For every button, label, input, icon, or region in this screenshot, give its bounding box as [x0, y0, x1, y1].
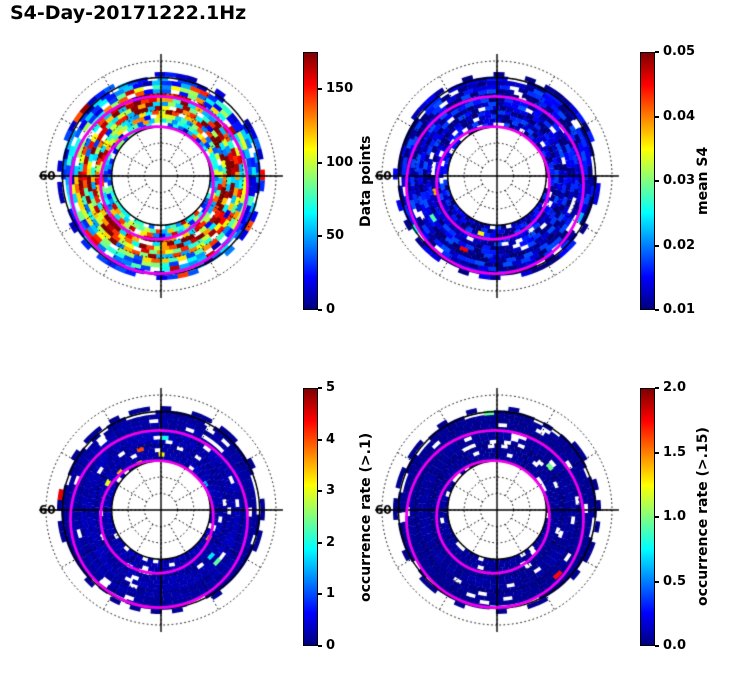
- colorbar-tick-label: 100: [326, 154, 354, 170]
- colorbar-tick-label: 0: [326, 638, 336, 653]
- colorbar-tick-label: 0.03: [663, 173, 696, 188]
- colorbar-tick-mark: [318, 235, 322, 238]
- colorbar-tick-mark: [655, 180, 659, 182]
- polar-plot-occurrence-rate-gt-0-15: [369, 382, 625, 638]
- colorbar-tick-mark: [655, 580, 659, 583]
- colorbar-tick-label: 1.0: [663, 509, 687, 524]
- colorbar-tick-label: 150: [326, 80, 354, 96]
- colorbar-tick-label: 5: [326, 380, 336, 395]
- colorbar-tick-label: 3: [326, 483, 336, 499]
- colorbar-tick-mark: [318, 490, 322, 493]
- colorbar-axis-label: occurrence rate (>.1): [358, 432, 374, 602]
- colorbar-gradient: [303, 52, 318, 310]
- colorbar-tick-mark: [655, 516, 659, 518]
- colorbar-tick-label: 0.01: [663, 302, 696, 317]
- colorbar-tick-label: 0.5: [663, 573, 687, 589]
- colorbar-tick-mark: [655, 51, 659, 53]
- colorbar-tick-label: 2: [326, 534, 336, 550]
- colorbar-tick-mark: [318, 438, 322, 441]
- colorbar-tick-mark: [318, 645, 322, 647]
- colorbar-axis-label: occurrence rate (>.15): [695, 427, 711, 607]
- colorbar-tick-label: 50: [326, 228, 345, 244]
- colorbar-tick-mark: [318, 309, 322, 311]
- polar-plot-data-points: [33, 48, 289, 304]
- colorbar-tick-label: 2.0: [663, 380, 687, 395]
- colorbar-tick-label: 1.5: [663, 444, 687, 460]
- colorbar-gradient: [640, 388, 655, 646]
- colorbar-tick-mark: [655, 309, 659, 311]
- colorbar-tick-mark: [655, 387, 659, 389]
- polar-plot-mean-s4: [369, 48, 625, 304]
- polar-plot-occurrence-rate-gt-0-1: [33, 382, 289, 638]
- colorbar-axis-label: mean S4: [695, 146, 711, 216]
- colorbar-tick-mark: [318, 161, 322, 164]
- colorbar-tick-mark: [318, 387, 322, 389]
- colorbar-occurrence-rate-gt-0-1: occurrence rate (>.1) 0 1 2 3 4 5: [303, 380, 415, 653]
- colorbar-occurrence-rate-gt-0-15: occurrence rate (>.15) 0.0 0.5 1.0 1.5 2.0: [640, 380, 731, 653]
- colorbar-tick-mark: [655, 451, 659, 454]
- colorbar-gradient: [303, 388, 318, 646]
- colorbar-axis-label: Data points: [358, 135, 374, 227]
- colorbar-tick-mark: [318, 593, 322, 596]
- colorbar-tick-label: 0.02: [663, 237, 696, 253]
- colorbar-tick-label: 4: [326, 431, 336, 447]
- colorbar-tick-mark: [318, 87, 322, 90]
- colorbar-gradient: [640, 52, 655, 310]
- colorbar-mean-s4: mean S4 0.01 0.02 0.03 0.04 0.05: [640, 44, 731, 317]
- colorbar-tick-label: 0.05: [663, 44, 696, 59]
- colorbar-tick-mark: [318, 541, 322, 544]
- colorbar-tick-mark: [655, 244, 659, 247]
- colorbar-tick-label: 0.0: [663, 638, 687, 653]
- colorbar-tick-label: 0.04: [663, 108, 696, 124]
- colorbar-tick-mark: [655, 645, 659, 647]
- colorbar-data-points: Data points 0 50 100 150: [303, 52, 415, 317]
- colorbar-tick-mark: [655, 115, 659, 118]
- figure-title: S4-Day-20171222.1Hz: [10, 2, 247, 24]
- colorbar-tick-label: 0: [326, 302, 336, 317]
- colorbar-tick-label: 1: [326, 586, 336, 602]
